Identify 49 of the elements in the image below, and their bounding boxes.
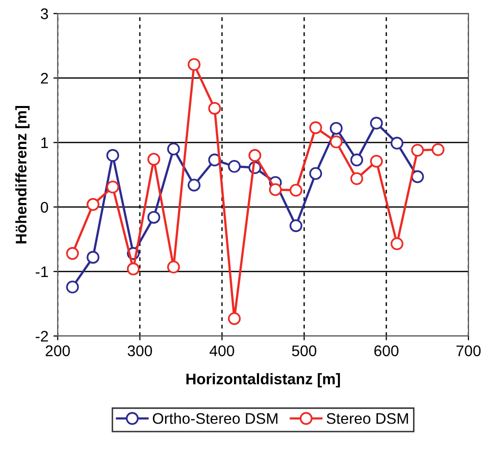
- legend-label: Ortho-Stereo DSM: [152, 412, 278, 424]
- point: [167, 260, 180, 274]
- y-tick-label: 3: [40, 8, 48, 20]
- x-axis-title: Horizontaldistanz [m]: [186, 373, 340, 388]
- point: [309, 121, 322, 134]
- x-tick-label: 500: [292, 345, 316, 356]
- point: [188, 178, 200, 192]
- x-tick-label: 600: [374, 345, 398, 356]
- point: [147, 152, 160, 166]
- x-tick-label: 400: [210, 345, 234, 356]
- point: [66, 280, 79, 294]
- point: [248, 149, 262, 162]
- point: [370, 154, 383, 168]
- point: [309, 167, 322, 180]
- point: [350, 172, 364, 186]
- point: [86, 250, 100, 264]
- point: [106, 180, 120, 194]
- point: [411, 170, 424, 184]
- point: [290, 219, 302, 232]
- y-tick-label: 0: [40, 202, 48, 213]
- point: [106, 149, 120, 162]
- point: [86, 198, 100, 211]
- point: [290, 184, 302, 197]
- point: [147, 210, 160, 224]
- point: [167, 142, 180, 156]
- point: [390, 136, 404, 150]
- point: [330, 135, 343, 148]
- y-tick-label: 1: [41, 138, 48, 148]
- point: [228, 160, 241, 173]
- y-tick-label: -2: [36, 330, 48, 342]
- point: [66, 247, 79, 260]
- point: [432, 143, 444, 156]
- point: [390, 237, 404, 250]
- x-tick-label: 700: [456, 345, 481, 356]
- point: [330, 122, 343, 135]
- legend-label: Stereo DSM: [326, 413, 408, 424]
- y-axis-title: Höhendifferenz [m]: [15, 106, 30, 244]
- x-tick-label: 300: [128, 345, 152, 356]
- point: [411, 144, 424, 157]
- point: [126, 262, 140, 276]
- point: [269, 183, 282, 196]
- point: [188, 58, 200, 71]
- y-tick-label: -1: [36, 266, 48, 278]
- point: [208, 102, 222, 115]
- x-tick-label: 200: [46, 345, 70, 356]
- point: [370, 116, 383, 130]
- point: [228, 312, 241, 325]
- y-tick-label: 2: [40, 72, 48, 84]
- point: [350, 154, 364, 166]
